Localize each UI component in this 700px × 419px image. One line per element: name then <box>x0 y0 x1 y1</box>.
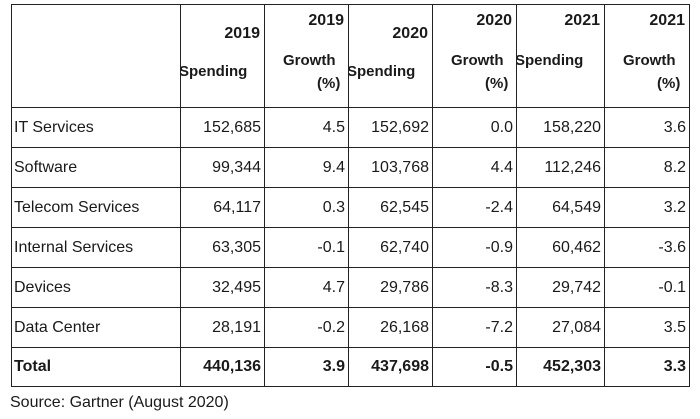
header-label: Spending <box>180 63 248 80</box>
row-category: Telecom Services <box>11 187 181 228</box>
cell-value: 29,742 <box>516 267 605 308</box>
cell-value: 4.7 <box>264 267 349 308</box>
cell-value: -0.9 <box>432 227 517 268</box>
cell-value: 152,685 <box>180 107 265 148</box>
cell-value: 63,305 <box>180 227 265 268</box>
cell-value: 9.4 <box>264 147 349 188</box>
header-year: 2019 <box>224 25 260 42</box>
table-row: Telecom Services 64,117 0.3 62,545 -2.4 … <box>11 187 690 228</box>
cell-value: 29,786 <box>348 267 433 308</box>
header-label: Growth <box>623 52 676 69</box>
table-row: Software 99,344 9.4 103,768 4.4 112,246 … <box>11 147 690 188</box>
header-label: Growth <box>451 52 504 69</box>
cell-value: 62,740 <box>348 227 433 268</box>
cell-value: 3.6 <box>604 107 690 148</box>
total-value: 3.3 <box>604 347 690 387</box>
cell-value: 26,168 <box>348 307 433 348</box>
total-label: Total <box>11 347 181 387</box>
cell-value: 60,462 <box>516 227 605 268</box>
cell-value: 27,084 <box>516 307 605 348</box>
total-row: Total 440,136 3.9 437,698 -0.5 452,303 3… <box>11 347 690 387</box>
cell-value: 3.2 <box>604 187 690 228</box>
header-2021-spending: 2021 Spending <box>516 4 605 108</box>
cell-value: 3.5 <box>604 307 690 348</box>
cell-value: -8.3 <box>432 267 517 308</box>
cell-value: -2.4 <box>432 187 517 228</box>
cell-value: 28,191 <box>180 307 265 348</box>
total-value: -0.5 <box>432 347 517 387</box>
row-category: Internal Services <box>11 227 181 268</box>
header-label-unit: (%) <box>657 75 681 92</box>
header-year: 2021 <box>564 12 600 29</box>
cell-value: 62,545 <box>348 187 433 228</box>
cell-value: 0.3 <box>264 187 349 228</box>
header-row: 2019 Spending 2019 Growth (%) 2020 Spend… <box>11 4 690 108</box>
table-row: Devices 32,495 4.7 29,786 -8.3 29,742 -0… <box>11 267 690 308</box>
header-2019-growth: 2019 Growth (%) <box>264 4 349 108</box>
cell-value: 112,246 <box>516 147 605 188</box>
row-category: Devices <box>11 267 181 308</box>
header-year: 2019 <box>308 12 344 29</box>
total-value: 3.9 <box>264 347 349 387</box>
cell-value: 4.5 <box>264 107 349 148</box>
cell-value: 64,549 <box>516 187 605 228</box>
header-2020-spending: 2020 Spending <box>348 4 433 108</box>
cell-value: -0.1 <box>604 267 690 308</box>
header-year: 2020 <box>476 12 512 29</box>
header-2019-spending: 2019 Spending <box>180 4 265 108</box>
table-row: IT Services 152,685 4.5 152,692 0.0 158,… <box>11 107 690 148</box>
header-label-unit: (%) <box>317 75 341 92</box>
cell-value: 4.4 <box>432 147 517 188</box>
cell-value: -7.2 <box>432 307 517 348</box>
cell-value: 8.2 <box>604 147 690 188</box>
spending-table: 2019 Spending 2019 Growth (%) 2020 Spend… <box>11 4 690 387</box>
table-row: Data Center 28,191 -0.2 26,168 -7.2 27,0… <box>11 307 690 348</box>
cell-value: -0.2 <box>264 307 349 348</box>
header-2021-growth: 2021 Growth (%) <box>604 4 690 108</box>
total-value: 437,698 <box>348 347 433 387</box>
cell-value: 103,768 <box>348 147 433 188</box>
cell-value: -0.1 <box>264 227 349 268</box>
header-label: Spending <box>348 63 416 80</box>
cell-value: -3.6 <box>604 227 690 268</box>
total-value: 452,303 <box>516 347 605 387</box>
total-value: 440,136 <box>180 347 265 387</box>
row-category: Data Center <box>11 307 181 348</box>
cell-value: 0.0 <box>432 107 517 148</box>
cell-value: 64,117 <box>180 187 265 228</box>
table-row: Internal Services 63,305 -0.1 62,740 -0.… <box>11 227 690 268</box>
header-2020-growth: 2020 Growth (%) <box>432 4 517 108</box>
header-label-unit: (%) <box>485 75 509 92</box>
header-label: Growth <box>283 52 336 69</box>
header-year: 2021 <box>649 12 685 29</box>
cell-value: 158,220 <box>516 107 605 148</box>
row-category: Software <box>11 147 181 188</box>
cell-value: 99,344 <box>180 147 265 188</box>
cell-value: 32,495 <box>180 267 265 308</box>
source-note: Source: Gartner (August 2020) <box>10 394 229 411</box>
header-category-cell <box>11 4 181 108</box>
cell-value: 152,692 <box>348 107 433 148</box>
row-category: IT Services <box>11 107 181 148</box>
header-label: Spending <box>516 52 584 69</box>
header-year: 2020 <box>392 25 428 42</box>
